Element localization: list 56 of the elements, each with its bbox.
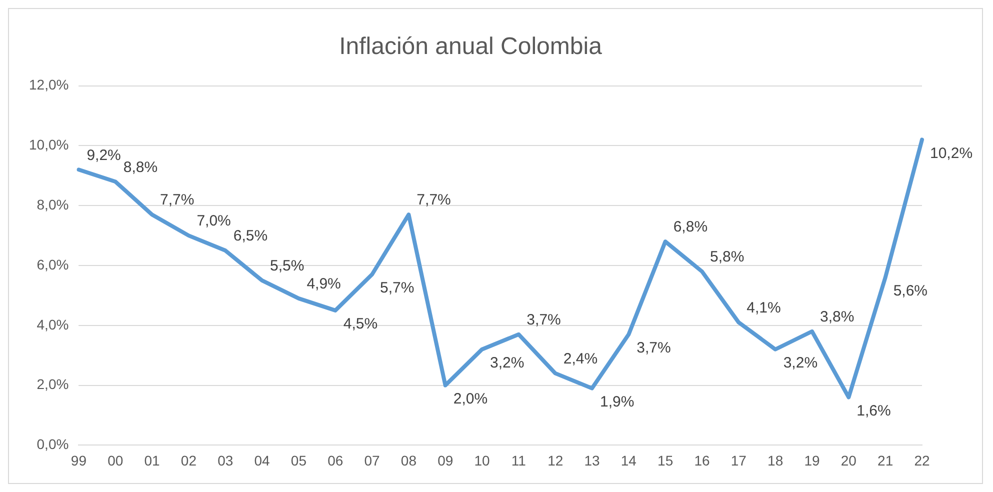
- x-tick-label: 01: [144, 452, 160, 468]
- data-label: 7,7%: [416, 192, 451, 209]
- data-label: 7,7%: [160, 192, 194, 209]
- data-label: 4,1%: [746, 300, 781, 317]
- y-tick-label: 0,0%: [36, 436, 69, 452]
- data-label: 3,7%: [526, 312, 561, 329]
- data-label: 8,8%: [123, 158, 158, 176]
- x-tick-label: 20: [840, 452, 857, 468]
- x-tick-label: 00: [108, 452, 124, 468]
- x-tick-label: 03: [218, 452, 234, 468]
- x-tick-label: 10: [474, 452, 490, 468]
- x-tick-label: 13: [584, 452, 600, 468]
- y-tick-label: 4,0%: [36, 316, 69, 332]
- data-label: 3,2%: [490, 354, 524, 372]
- x-tick-label: 19: [804, 452, 820, 468]
- data-label: 7,0%: [196, 212, 231, 230]
- data-label: 1,9%: [600, 393, 634, 410]
- data-label: 5,6%: [893, 282, 928, 300]
- data-label: 6,5%: [233, 228, 268, 245]
- x-tick-label: 02: [180, 452, 197, 468]
- data-label: 2,4%: [563, 350, 598, 368]
- data-label: 1,6%: [856, 402, 891, 420]
- x-tick-label: 21: [878, 452, 894, 468]
- x-tick-label: 15: [658, 452, 674, 468]
- data-label: 3,2%: [783, 354, 818, 372]
- data-label: 4,9%: [306, 276, 341, 293]
- x-tick-label: 12: [548, 452, 564, 468]
- y-tick-label: 8,0%: [36, 196, 69, 212]
- data-label: 2,0%: [453, 390, 488, 408]
- data-label: 6,8%: [673, 218, 708, 236]
- x-tick-label: 22: [914, 452, 930, 468]
- x-tick-label: 09: [438, 452, 454, 468]
- data-label: 5,7%: [380, 280, 414, 297]
- data-label: 9,2%: [86, 146, 121, 164]
- x-tick-label: 17: [730, 452, 747, 468]
- x-tick-label: 07: [364, 452, 380, 468]
- data-label: 3,8%: [820, 308, 854, 326]
- x-tick-label: 04: [254, 452, 270, 468]
- x-tick-label: 18: [768, 452, 784, 468]
- data-label: 4,5%: [343, 316, 378, 333]
- data-label: 5,5%: [270, 258, 304, 275]
- x-tick-label: 99: [70, 452, 87, 468]
- x-tick-label: 06: [328, 452, 344, 468]
- x-tick-label: 16: [694, 452, 710, 468]
- y-tick-label: 6,0%: [36, 256, 69, 272]
- x-tick-label: 14: [620, 452, 637, 468]
- x-tick-label: 05: [290, 452, 307, 468]
- chart-title: Inflación anual Colombia: [339, 33, 603, 60]
- data-label: 3,7%: [636, 340, 671, 357]
- y-tick-label: 12,0%: [28, 76, 69, 93]
- y-tick-label: 2,0%: [36, 376, 69, 392]
- y-tick-label: 10,0%: [28, 136, 69, 153]
- data-label: 5,8%: [710, 248, 744, 266]
- data-label: 10,2%: [930, 144, 973, 162]
- x-tick-label: 11: [511, 452, 526, 468]
- x-tick-label: 08: [400, 452, 417, 468]
